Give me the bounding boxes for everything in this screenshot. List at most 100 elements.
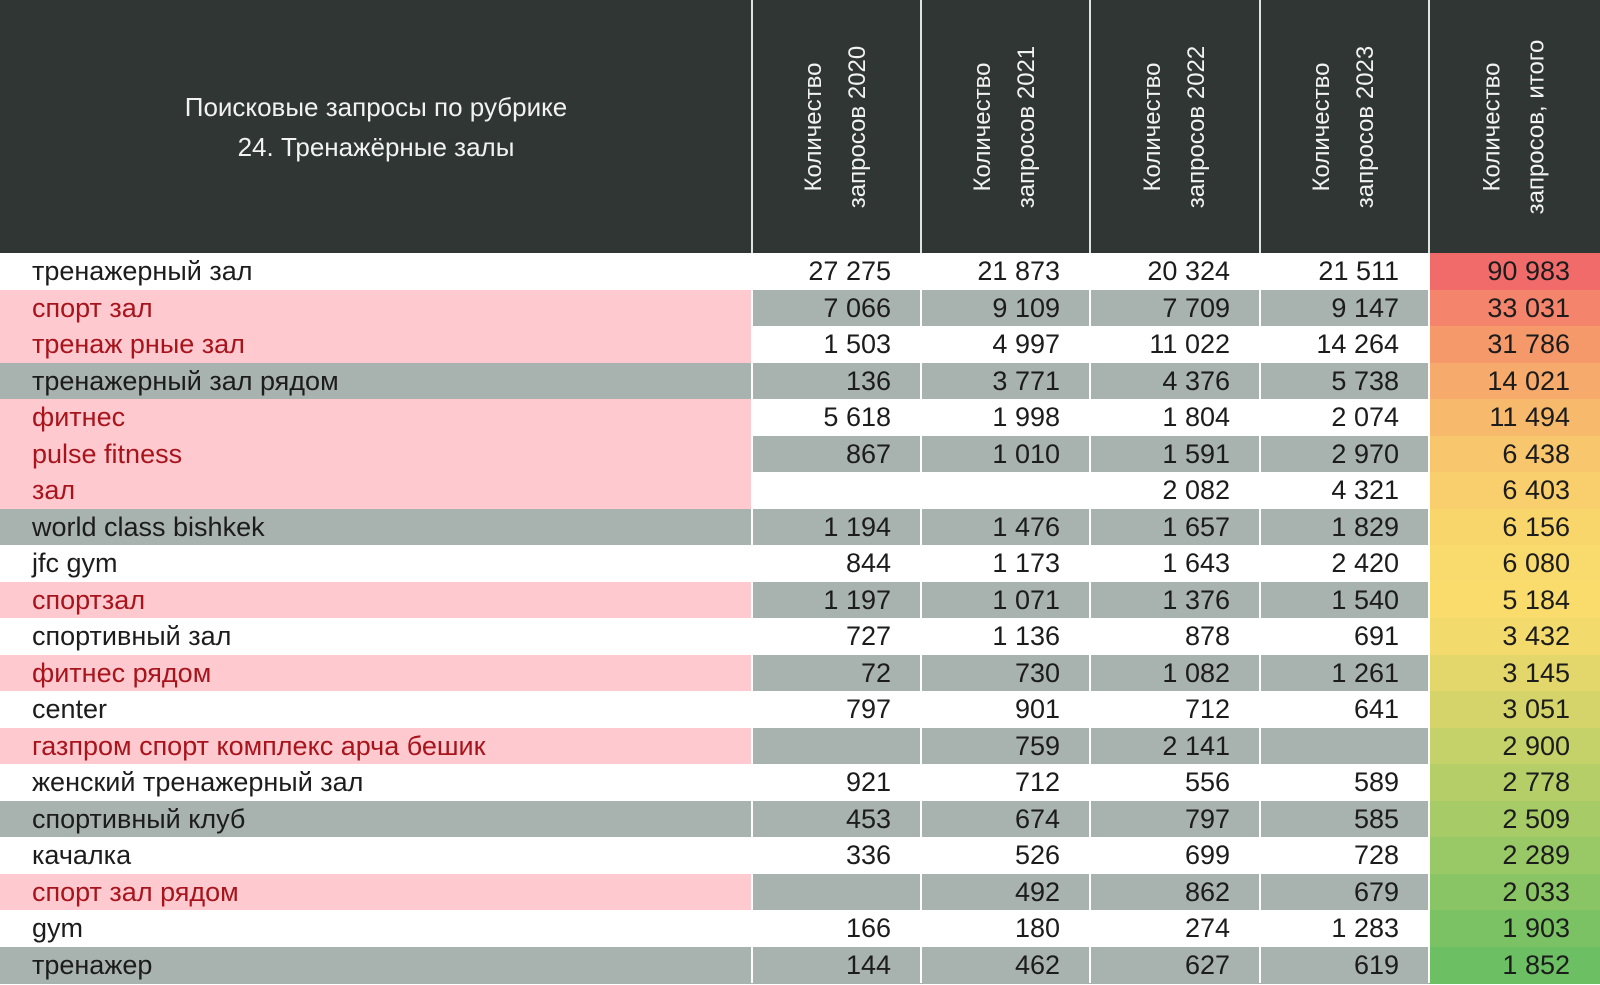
table-cell-value: 2 420 xyxy=(1260,545,1429,582)
table-cell-value: 453 xyxy=(752,800,921,838)
table-header-title: Поисковые запросы по рубрике 24. Тренажё… xyxy=(0,0,752,253)
table-cell-total: 2 033 xyxy=(1429,873,1600,911)
table-cell-total: 11 494 xyxy=(1429,399,1600,436)
table-cell-value: 1 476 xyxy=(921,508,1090,546)
table-cell-value: 2 970 xyxy=(1260,435,1429,473)
table-cell-value: 166 xyxy=(752,910,921,947)
header-separator xyxy=(920,0,922,253)
table-cell-value: 1 136 xyxy=(921,618,1090,655)
table-row-query: тренажерный зал xyxy=(0,253,752,290)
column-header-line-1: Количество xyxy=(1308,62,1336,191)
table-cell-value: 144 xyxy=(752,946,921,984)
table-cell-value: 1 540 xyxy=(1260,581,1429,619)
table-cell-total: 31 786 xyxy=(1429,326,1600,363)
column-header-3: Количество запросов 2022 xyxy=(1090,0,1260,253)
table-cell-value: 619 xyxy=(1260,946,1429,984)
table-cell-value: 1 071 xyxy=(921,581,1090,619)
table-row-query: gym xyxy=(0,910,752,947)
table-cell-value: 2 074 xyxy=(1260,399,1429,436)
table-cell-value: 492 xyxy=(921,873,1090,911)
table-cell-value xyxy=(752,472,921,509)
header-title-line-1: Поисковые запросы по рубрике xyxy=(184,91,568,122)
column-header-1: Количество запросов 2020 xyxy=(752,0,921,253)
table-cell-value: 9 147 xyxy=(1260,289,1429,327)
table-cell-value: 1 998 xyxy=(921,399,1090,436)
table-cell-value: 627 xyxy=(1090,946,1260,984)
column-header-line-1: Количество xyxy=(1139,62,1166,191)
column-separator xyxy=(1089,253,1091,983)
table-cell-value xyxy=(752,727,921,765)
table-cell-total: 6 403 xyxy=(1429,472,1600,509)
column-separator xyxy=(920,253,922,983)
table-cell-total: 3 145 xyxy=(1429,654,1600,692)
table-cell-total: 2 900 xyxy=(1429,727,1600,765)
table-cell-total: 1 852 xyxy=(1429,946,1600,984)
table-cell-total: 5 184 xyxy=(1429,581,1600,619)
header-separator xyxy=(1089,0,1091,253)
table-cell-value: 3 771 xyxy=(921,362,1090,400)
table-cell-value: 1 082 xyxy=(1090,654,1260,692)
table-row-query: спорт зал рядом xyxy=(0,873,752,911)
table-cell-value: 1 829 xyxy=(1260,508,1429,546)
table-cell-value xyxy=(1260,727,1429,765)
table-cell-value: 462 xyxy=(921,946,1090,984)
table-cell-value: 20 324 xyxy=(1090,253,1260,290)
table-row-query: спорт зал xyxy=(0,289,752,327)
table-cell-total: 6 080 xyxy=(1429,545,1600,582)
table-cell-value: 844 xyxy=(752,545,921,582)
column-header-line-2: запросов 2021 xyxy=(1013,45,1041,208)
table-row-query: спортивный зал xyxy=(0,618,752,655)
table-cell-value: 556 xyxy=(1090,764,1260,801)
table-cell-value: 136 xyxy=(752,362,921,400)
column-header-line-2: запросов 2022 xyxy=(1183,45,1210,208)
table-cell-value: 1 197 xyxy=(752,581,921,619)
table-cell-value: 7 709 xyxy=(1090,289,1260,327)
table-cell-value: 14 264 xyxy=(1260,326,1429,363)
table-cell-value: 730 xyxy=(921,654,1090,692)
table-cell-value: 727 xyxy=(752,618,921,655)
table-cell-value: 5 618 xyxy=(752,399,921,436)
table-cell-value: 4 997 xyxy=(921,326,1090,363)
table-cell-value: 1 643 xyxy=(1090,545,1260,582)
table-cell-total: 6 156 xyxy=(1429,508,1600,546)
table-cell-value: 21 873 xyxy=(921,253,1090,290)
table-cell-value: 27 275 xyxy=(752,253,921,290)
table-row-query: спортзал xyxy=(0,581,752,619)
table-cell-value: 9 109 xyxy=(921,289,1090,327)
table-cell-value: 72 xyxy=(752,654,921,692)
table-cell-value: 526 xyxy=(921,837,1090,874)
table-cell-value: 878 xyxy=(1090,618,1260,655)
header-separator xyxy=(751,0,753,253)
table-cell-value: 901 xyxy=(921,691,1090,728)
column-header-line-2: запросов, итого xyxy=(1522,39,1550,214)
table-cell-value: 1 804 xyxy=(1090,399,1260,436)
table-cell-total: 1 903 xyxy=(1429,910,1600,947)
table-cell-value: 712 xyxy=(1090,691,1260,728)
table-row-query: тренажерный зал рядом xyxy=(0,362,752,400)
table-cell-total: 90 983 xyxy=(1429,253,1600,290)
table-cell-value: 336 xyxy=(752,837,921,874)
table-cell-value: 180 xyxy=(921,910,1090,947)
table-row-query: pulse fitness xyxy=(0,435,752,473)
column-header-5: Количество запросов, итого xyxy=(1429,0,1600,253)
column-separator xyxy=(1428,253,1430,983)
header-separator xyxy=(1428,0,1430,253)
table-cell-value: 11 022 xyxy=(1090,326,1260,363)
header-title-line-2: 24. Тренажёрные залы xyxy=(237,131,515,162)
column-header-line-2: запросов 2023 xyxy=(1352,45,1380,208)
table-cell-total: 14 021 xyxy=(1429,362,1600,400)
table-cell-value: 674 xyxy=(921,800,1090,838)
table-cell-value: 867 xyxy=(752,435,921,473)
column-header-4: Количество запросов 2023 xyxy=(1260,0,1429,253)
table-cell-value: 1 376 xyxy=(1090,581,1260,619)
table-cell-value: 585 xyxy=(1260,800,1429,838)
table-row-query: фитнес рядом xyxy=(0,654,752,692)
table-cell-value: 1 657 xyxy=(1090,508,1260,546)
table-cell-total: 2 778 xyxy=(1429,764,1600,801)
table-row-query: тренажер xyxy=(0,946,752,984)
table-cell-value: 921 xyxy=(752,764,921,801)
table-cell-value: 4 321 xyxy=(1260,472,1429,509)
table-cell-value: 679 xyxy=(1260,873,1429,911)
table-cell-value: 21 511 xyxy=(1260,253,1429,290)
